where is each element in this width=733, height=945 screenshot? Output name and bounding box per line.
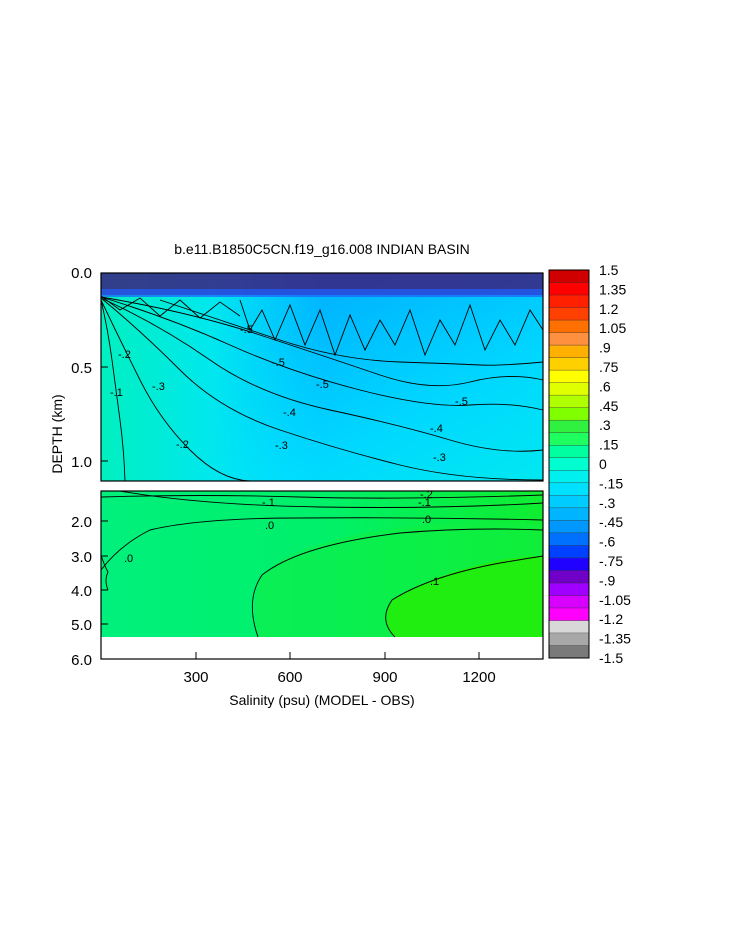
y-tick-label: 6.0 — [71, 652, 92, 669]
colorbar-label: 1.35 — [599, 281, 626, 297]
colorbar-swatch — [549, 532, 589, 546]
svg-text:-.3: -.3 — [275, 440, 288, 452]
colorbar-label: .45 — [599, 398, 619, 414]
colorbar-swatch — [549, 457, 589, 471]
colorbar-swatch — [549, 357, 589, 371]
colorbar-swatch — [549, 345, 589, 358]
colorbar-swatch — [549, 270, 589, 283]
upper-panel: -.5 -.5 -.4 -.4 -.3 -.3 -.3 -.2 -.2 -.1 … — [100, 272, 544, 482]
svg-text:-.2: -.2 — [118, 349, 131, 361]
colorbar-swatch — [549, 570, 589, 584]
svg-text:.0: .0 — [265, 520, 274, 532]
colorbar-swatch — [549, 445, 589, 459]
y-tick-label: 0.5 — [71, 360, 92, 377]
colorbar-swatch — [549, 645, 589, 659]
svg-text:-.5: -.5 — [240, 324, 253, 336]
colorbar-label: -.45 — [599, 514, 623, 530]
colorbar-label: .9 — [599, 340, 611, 356]
colorbar-swatch — [549, 632, 589, 646]
colorbar-swatch — [549, 332, 589, 346]
colorbar-label: 1.5 — [599, 262, 619, 278]
colorbar-swatch — [549, 495, 589, 509]
x-tick-label: 900 — [372, 669, 397, 686]
colorbar-label: 1.2 — [599, 301, 619, 317]
x-tick-label: 600 — [277, 669, 302, 686]
x-tick-label: 1200 — [462, 669, 495, 686]
colorbar-swatch — [549, 545, 589, 559]
colorbar-label: -.9 — [599, 572, 616, 588]
colorbar-swatch — [549, 307, 589, 321]
x-axis-label: Salinity (psu) (MODEL - OBS) — [229, 692, 415, 708]
colorbar-border — [548, 269, 590, 659]
colorbar-swatch — [549, 282, 589, 296]
colorbar-swatch — [549, 432, 589, 446]
colorbar-label: .15 — [599, 437, 619, 453]
colorbar-label: -.75 — [599, 553, 623, 569]
colorbar-swatch — [549, 320, 589, 333]
svg-text:-.4: -.4 — [283, 407, 296, 419]
y-tick-label: 1.0 — [71, 454, 92, 471]
y-tick-label: 0.0 — [71, 265, 92, 282]
colorbar — [548, 269, 590, 659]
svg-text:-.5: -.5 — [272, 357, 285, 369]
svg-text:.0: .0 — [124, 553, 133, 565]
colorbar-swatch — [549, 470, 589, 484]
colorbar-swatch — [549, 507, 589, 521]
y-tick-label: 5.0 — [71, 617, 92, 634]
colorbar-label: -1.5 — [599, 650, 623, 666]
colorbar-swatch — [549, 420, 589, 434]
colorbar-label: -1.2 — [599, 611, 623, 627]
svg-text:-.3: -.3 — [152, 381, 165, 393]
svg-text:.0: .0 — [422, 514, 431, 526]
svg-text:.1: .1 — [430, 576, 439, 588]
x-tick-label: 300 — [183, 669, 208, 686]
colorbar-swatch — [549, 620, 589, 634]
colorbar-label: 1.05 — [599, 320, 626, 336]
svg-text:-.2: -.2 — [420, 489, 433, 501]
colorbar-swatch — [549, 295, 589, 308]
colorbar-label: -1.35 — [599, 631, 631, 647]
colorbar-label: -.6 — [599, 534, 616, 550]
colorbar-swatch — [549, 520, 589, 534]
colorbar-label: -.3 — [599, 495, 616, 511]
colorbar-label: -.15 — [599, 475, 623, 491]
svg-text:-.1: -.1 — [262, 497, 275, 509]
lower-panel: -.1 -.1 -.2 .0 .0 .0 .1 — [100, 489, 544, 660]
colorbar-swatch — [549, 407, 589, 421]
svg-text:-.5: -.5 — [455, 396, 468, 408]
colorbar-swatch — [549, 557, 589, 571]
svg-text:-.5: -.5 — [316, 379, 329, 391]
svg-text:-.1: -.1 — [418, 497, 431, 509]
colorbar-swatch — [549, 382, 589, 396]
svg-text:-.2: -.2 — [176, 439, 189, 451]
chart-title: b.e11.B1850C5CN.f19_g16.008 INDIAN BASIN — [174, 241, 470, 257]
colorbar-label: .3 — [599, 417, 611, 433]
colorbar-swatch — [549, 595, 589, 609]
svg-text:-.3: -.3 — [433, 452, 446, 464]
colorbar-swatch — [549, 582, 589, 596]
y-tick-label: 2.0 — [71, 514, 92, 531]
colorbar-label: 0 — [599, 456, 607, 472]
colorbar-label: .75 — [599, 359, 619, 375]
colorbar-swatch — [549, 395, 589, 408]
y-tick-label: 4.0 — [71, 583, 92, 600]
colorbar-label: .6 — [599, 378, 611, 394]
colorbar-swatch — [549, 370, 589, 383]
colorbar-swatch — [549, 482, 589, 496]
y-tick-label: 3.0 — [71, 549, 92, 566]
colorbar-swatch — [549, 607, 589, 621]
colorbar-label: -1.05 — [599, 592, 631, 608]
svg-text:-.4: -.4 — [430, 423, 443, 435]
svg-text:-.1: -.1 — [110, 387, 123, 399]
